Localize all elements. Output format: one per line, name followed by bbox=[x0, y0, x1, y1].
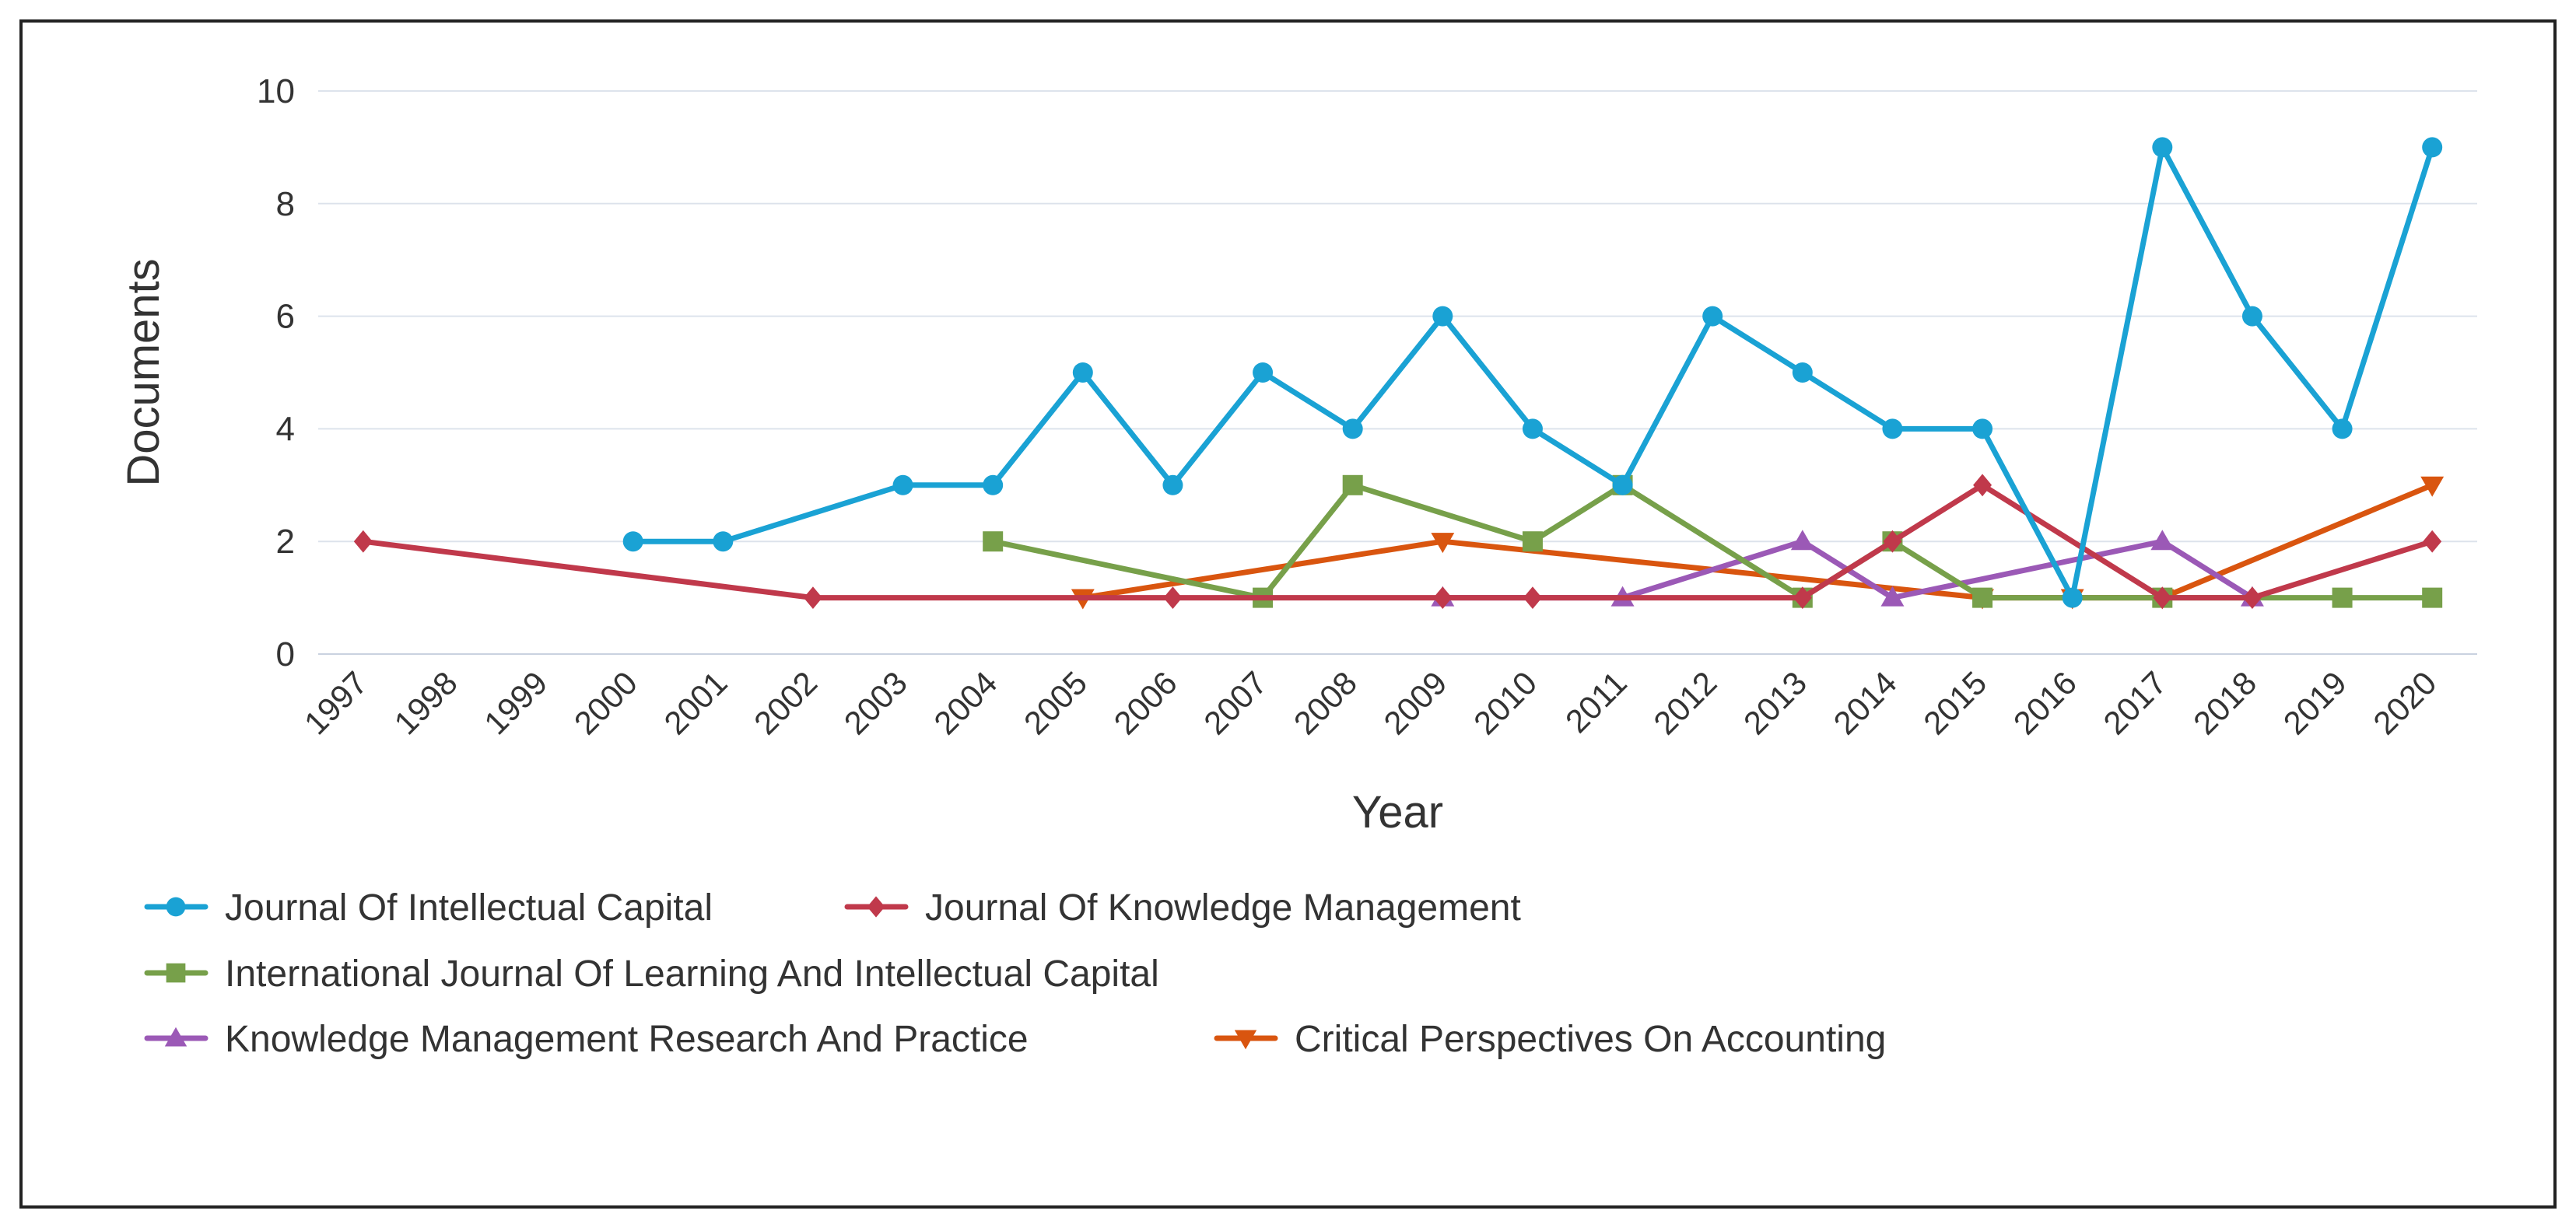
data-point bbox=[1883, 530, 1902, 553]
data-point bbox=[622, 531, 643, 552]
legend-item: Critical Perspectives On Accounting bbox=[1214, 1019, 1886, 1060]
x-tick-label: 2005 bbox=[1017, 664, 1094, 741]
y-tick-label: 0 bbox=[276, 635, 295, 673]
data-point bbox=[1882, 418, 1903, 439]
y-tick-label: 8 bbox=[276, 185, 295, 223]
x-tick-label: 2015 bbox=[1916, 664, 1993, 741]
series-1 bbox=[622, 137, 2443, 608]
data-point bbox=[2241, 306, 2262, 327]
data-point bbox=[1702, 306, 1723, 327]
x-tick-label: 2014 bbox=[1826, 664, 1903, 741]
y-tick-label: 2 bbox=[276, 523, 295, 561]
series-2 bbox=[353, 474, 2442, 609]
data-point bbox=[2332, 418, 2353, 439]
x-tick-label: 2006 bbox=[1106, 664, 1183, 741]
legend-marker bbox=[166, 963, 186, 983]
data-point bbox=[1792, 362, 1813, 383]
data-point bbox=[1342, 418, 1363, 439]
data-point bbox=[892, 474, 913, 495]
legend-marker bbox=[867, 896, 885, 918]
y-tick-label: 4 bbox=[276, 410, 295, 448]
x-tick-label: 2002 bbox=[747, 664, 824, 741]
x-tick-label: 2010 bbox=[1467, 664, 1544, 741]
x-tick-label: 2018 bbox=[2186, 664, 2263, 741]
x-tick-label: 2000 bbox=[567, 664, 644, 741]
data-point bbox=[2332, 587, 2353, 608]
data-point bbox=[1522, 418, 1543, 439]
data-point bbox=[2062, 587, 2083, 608]
data-point bbox=[713, 531, 734, 552]
data-point bbox=[2152, 137, 2173, 158]
legend-item: Knowledge Management Research And Practi… bbox=[144, 1019, 1029, 1060]
data-point bbox=[1072, 362, 1093, 383]
data-point bbox=[1163, 586, 1183, 609]
x-tick-label: 1997 bbox=[297, 664, 374, 741]
x-tick-label: 2009 bbox=[1376, 664, 1453, 741]
data-point bbox=[1433, 586, 1453, 609]
x-tick-label: 2001 bbox=[657, 664, 734, 741]
data-point bbox=[2423, 530, 2442, 553]
legend: Journal Of Intellectual Capital Journal O… bbox=[144, 887, 1886, 1060]
x-tick-label: 2012 bbox=[1646, 664, 1723, 741]
data-point bbox=[1972, 587, 1993, 608]
data-point bbox=[1431, 533, 1455, 554]
legend-label: International Journal Of Learning And In… bbox=[225, 953, 1159, 995]
data-point bbox=[983, 474, 1004, 495]
legend-label: Critical Perspectives On Accounting bbox=[1295, 1019, 1886, 1060]
data-point bbox=[1253, 362, 1274, 383]
series-1-line bbox=[630, 144, 2435, 601]
data-point bbox=[1523, 586, 1542, 609]
data-point bbox=[1432, 306, 1453, 327]
x-tick-label: 2007 bbox=[1197, 664, 1274, 741]
x-axis-ticks: 1997 1998 1999 2000 2001 2002 2003 2004 2005 2006… bbox=[297, 664, 2444, 741]
data-point bbox=[2153, 586, 2172, 609]
data-point bbox=[1342, 474, 1363, 495]
data-point bbox=[2242, 586, 2262, 609]
data-point bbox=[1790, 530, 1814, 551]
x-tick-label: 2003 bbox=[837, 664, 914, 741]
legend-label: Journal Of Knowledge Management bbox=[925, 887, 1521, 929]
data-point bbox=[2422, 587, 2443, 608]
x-tick-label: 2019 bbox=[2276, 664, 2353, 741]
x-axis-title: Year bbox=[1352, 787, 1443, 838]
x-tick-label: 2008 bbox=[1287, 664, 1364, 741]
legend-label: Knowledge Management Research And Practi… bbox=[225, 1019, 1029, 1060]
data-point bbox=[2422, 137, 2443, 158]
legend-marker bbox=[166, 897, 186, 917]
legend-item: Journal Of Knowledge Management bbox=[844, 887, 1521, 929]
data-point bbox=[1972, 418, 1993, 439]
data-point bbox=[2420, 476, 2445, 497]
x-tick-label: 2011 bbox=[1558, 664, 1634, 740]
y-tick-label: 10 bbox=[257, 72, 295, 110]
data-point bbox=[1162, 474, 1183, 495]
legend-item: Journal Of Intellectual Capital bbox=[144, 887, 713, 929]
data-point bbox=[803, 586, 822, 609]
x-tick-label: 1999 bbox=[477, 664, 554, 741]
y-axis-title: Documents bbox=[118, 258, 169, 486]
legend-item: International Journal Of Learning And In… bbox=[144, 953, 1159, 995]
data-point bbox=[1973, 474, 1992, 497]
data-point bbox=[1612, 474, 1633, 495]
chart-frame: 0 2 4 6 8 10 1997 1998 1999 2000 2001 2002 2003 2004 2… bbox=[19, 19, 2557, 1209]
y-axis-ticks: 0 2 4 6 8 10 bbox=[257, 72, 295, 673]
data-point bbox=[1522, 531, 1543, 552]
data-point bbox=[1880, 586, 1905, 607]
data-point bbox=[2150, 530, 2175, 551]
data-point bbox=[983, 531, 1004, 552]
x-tick-label: 2004 bbox=[927, 664, 1004, 741]
x-tick-label: 1998 bbox=[387, 664, 464, 741]
y-tick-label: 6 bbox=[276, 298, 295, 336]
x-tick-label: 2013 bbox=[1737, 664, 1814, 741]
data-point bbox=[1793, 586, 1812, 609]
legend-marker bbox=[1234, 1030, 1257, 1050]
legend-marker bbox=[164, 1027, 188, 1047]
x-tick-label: 2017 bbox=[2096, 664, 2173, 741]
x-tick-label: 2020 bbox=[2366, 664, 2443, 741]
data-point bbox=[353, 530, 373, 553]
x-tick-label: 2016 bbox=[2006, 664, 2084, 741]
legend-label: Journal Of Intellectual Capital bbox=[225, 887, 713, 929]
